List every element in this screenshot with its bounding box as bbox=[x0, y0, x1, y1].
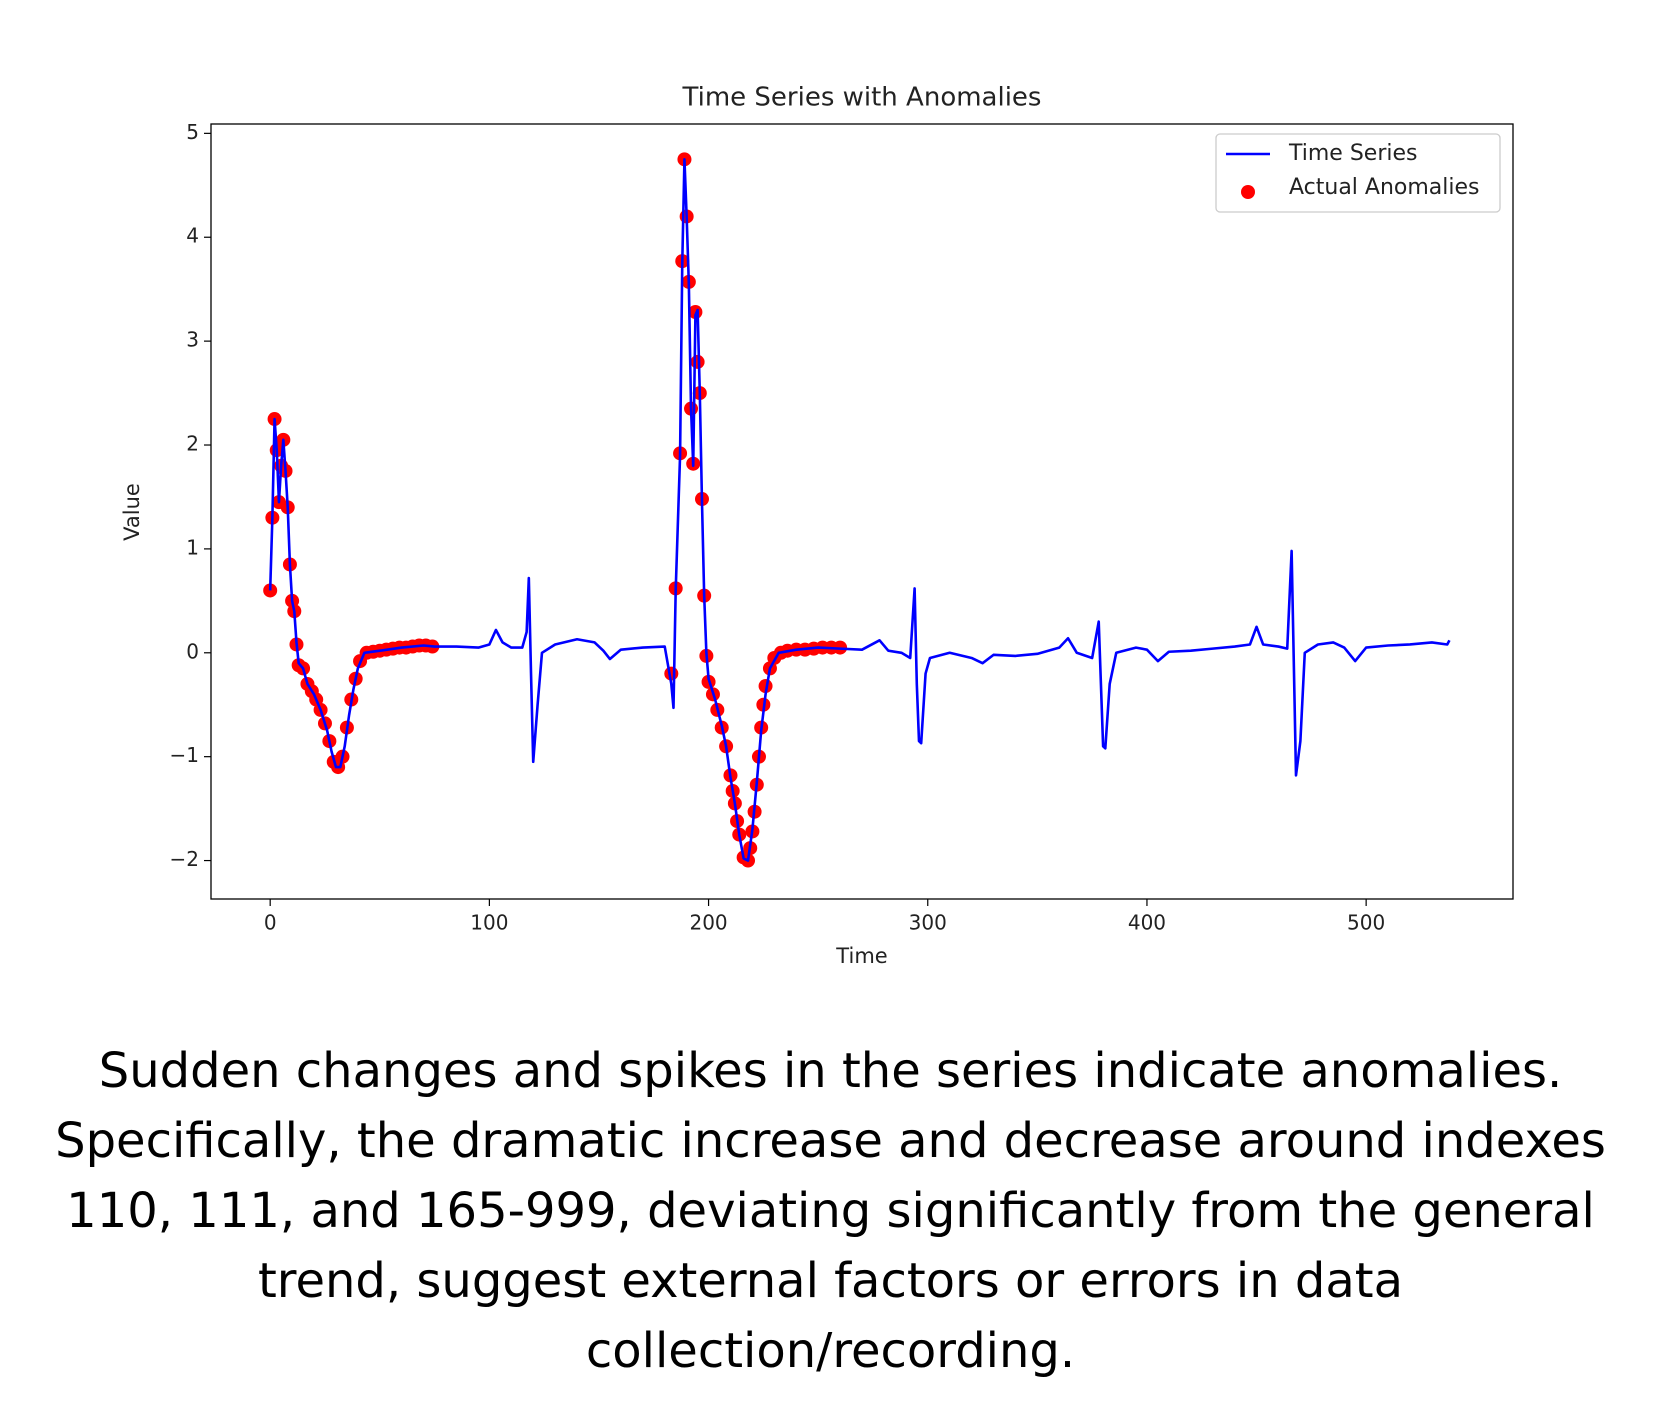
y-tick-label: 5 bbox=[186, 120, 199, 144]
chart-title: Time Series with Anomalies bbox=[682, 83, 1042, 113]
y-tick-label: 3 bbox=[186, 328, 199, 352]
anomaly-point bbox=[758, 679, 773, 694]
x-tick-label: 400 bbox=[1128, 911, 1166, 935]
y-tick-label: 0 bbox=[186, 639, 199, 663]
y-tick-label: 4 bbox=[186, 224, 199, 248]
y-tick-label: 1 bbox=[186, 535, 199, 559]
series-line bbox=[268, 158, 1451, 862]
plot-frame bbox=[210, 123, 1514, 900]
chart: Time Series with Anomalies Time Value 0 1… bbox=[120, 83, 1514, 968]
x-tick-label: 300 bbox=[909, 911, 947, 935]
x-tick-label: 500 bbox=[1347, 911, 1385, 935]
x-tick-label: 100 bbox=[470, 911, 508, 935]
legend-box bbox=[1215, 133, 1501, 213]
legend-label: Actual Anomalies bbox=[1289, 175, 1480, 200]
y-tick-label: 2 bbox=[186, 432, 199, 456]
anomaly-point bbox=[263, 583, 278, 598]
caption: Sudden changes and spikes in the series … bbox=[55, 1043, 1606, 1379]
legend-marker bbox=[1241, 185, 1255, 199]
x-axis-label: Time bbox=[835, 944, 887, 968]
y-axis-label: Value bbox=[120, 483, 144, 541]
x-tick-label: 0 bbox=[264, 911, 277, 935]
y-tick-label: −2 bbox=[170, 847, 199, 871]
legend-label: Time Series bbox=[1288, 141, 1418, 166]
y-tick-label: −1 bbox=[170, 743, 199, 767]
x-tick-label: 200 bbox=[689, 911, 727, 935]
